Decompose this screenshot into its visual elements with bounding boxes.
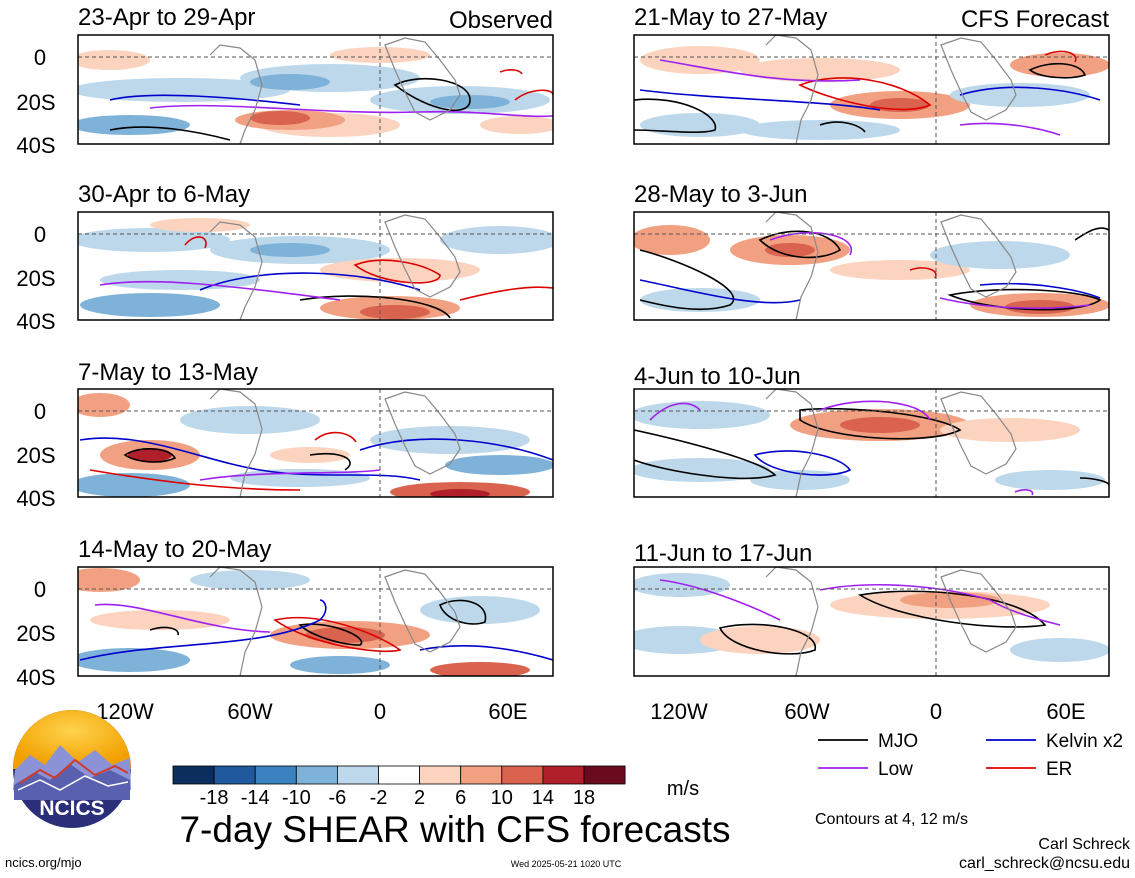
map-panel-fcst-3: [634, 389, 1109, 497]
x-tick-label: 60E: [1046, 699, 1085, 724]
x-tick-label: 120W: [650, 699, 708, 724]
y-tick-label: 20S: [16, 90, 55, 115]
colorbar-label: 18: [573, 787, 595, 809]
panel-title: 21-May to 27-May: [634, 4, 827, 31]
contour-levels-note: Contours at 4, 12 m/s: [815, 811, 968, 828]
timestamp: Wed 2025-05-21 1020 UTC: [511, 859, 622, 869]
colorbar-swatch: [419, 765, 462, 785]
colorbar-label: 6: [455, 787, 466, 809]
legend-label: Low: [878, 759, 913, 780]
x-tick-label: 60W: [784, 699, 829, 724]
colorbar-swatch: [336, 765, 379, 785]
logo-text: NCICS: [39, 797, 104, 820]
chart-title: 7-day SHEAR with CFS forecasts: [179, 809, 730, 850]
colorbar-swatch: [460, 765, 503, 785]
map-panel-fcst-4: [634, 567, 1109, 676]
panel-title: 4-Jun to 10-Jun: [634, 363, 801, 390]
panel-title: 7-May to 13-May: [78, 359, 258, 386]
y-tick-label: 40S: [16, 133, 55, 158]
map-panel-obs-1: [78, 35, 553, 144]
colorbar-label: -18: [200, 787, 229, 809]
colorbar-label: -14: [241, 787, 270, 809]
colorbar-label: -2: [370, 787, 388, 809]
map-panel-obs-4: [78, 567, 553, 676]
y-tick-label: 0: [34, 222, 46, 247]
legend-label: ER: [1046, 759, 1072, 780]
colorbar-label: -6: [329, 787, 347, 809]
contour-legend: MJO Low Kelvin x2 ER: [818, 731, 1123, 780]
panel-title: 11-Jun to 17-Jun: [634, 540, 812, 567]
map-panel-obs-3: [78, 389, 553, 497]
colorbar-swatch: [172, 765, 215, 785]
colorbar-swatch: [378, 765, 420, 785]
panel-title: 23-Apr to 29-Apr: [78, 4, 255, 31]
panel-title: 14-May to 20-May: [78, 536, 271, 563]
y-tick-label: 20S: [16, 621, 55, 646]
y-tick-label: 40S: [16, 486, 55, 511]
x-tick-label: 120W: [96, 699, 154, 724]
email: carl_schreck@ncsu.edu: [959, 855, 1130, 872]
forecast-label: CFS Forecast: [961, 6, 1109, 33]
author: Carl Schreck: [1038, 836, 1131, 853]
y-tick-label: 20S: [16, 443, 55, 468]
colorbar-label: 10: [491, 787, 513, 809]
colorbar-swatch: [254, 765, 297, 785]
colorbar-swatch: [213, 765, 256, 785]
panel-title: 28-May to 3-Jun: [634, 181, 807, 208]
x-tick-label: 60E: [488, 699, 527, 724]
y-tick-label: 0: [34, 577, 46, 602]
map-panel-obs-2: [78, 212, 553, 320]
x-tick-label: 0: [930, 699, 942, 724]
x-axis-labels: 120W 60W 0 60E 120W 60W 0 60E: [96, 699, 1085, 724]
y-tick-label: 20S: [16, 266, 55, 291]
x-tick-label: 0: [374, 699, 386, 724]
colorbar-swatch: [295, 765, 338, 785]
map-panel-fcst-1: [634, 35, 1109, 144]
colorbar-label: 2: [414, 787, 425, 809]
legend-label: MJO: [878, 731, 918, 752]
legend-label: Kelvin x2: [1046, 731, 1123, 752]
colorbar: -18 -14 -10 -6 -2 2 6 10 14 18: [172, 765, 626, 809]
panel-title: 30-Apr to 6-May: [78, 181, 250, 208]
y-tick-label: 40S: [16, 309, 55, 334]
x-tick-label: 60W: [227, 699, 272, 724]
observed-label: Observed: [449, 7, 553, 34]
y-axis-labels: 0 20S 40S 0 20S 40S 0 20S 40S 0 20S 40S: [16, 45, 55, 690]
y-tick-label: 0: [34, 399, 46, 424]
colorbar-swatch: [501, 765, 544, 785]
colorbar-label: 14: [532, 787, 554, 809]
y-tick-label: 40S: [16, 665, 55, 690]
ncics-logo: NCICS: [13, 710, 131, 828]
colorbar-swatch: [542, 765, 585, 785]
colorbar-unit: m/s: [667, 778, 699, 800]
map-panel-fcst-2: [634, 212, 1109, 320]
colorbar-label: -10: [282, 787, 311, 809]
y-tick-label: 0: [34, 45, 46, 70]
colorbar-swatch: [583, 765, 626, 785]
site-url: ncics.org/mjo: [5, 855, 82, 870]
